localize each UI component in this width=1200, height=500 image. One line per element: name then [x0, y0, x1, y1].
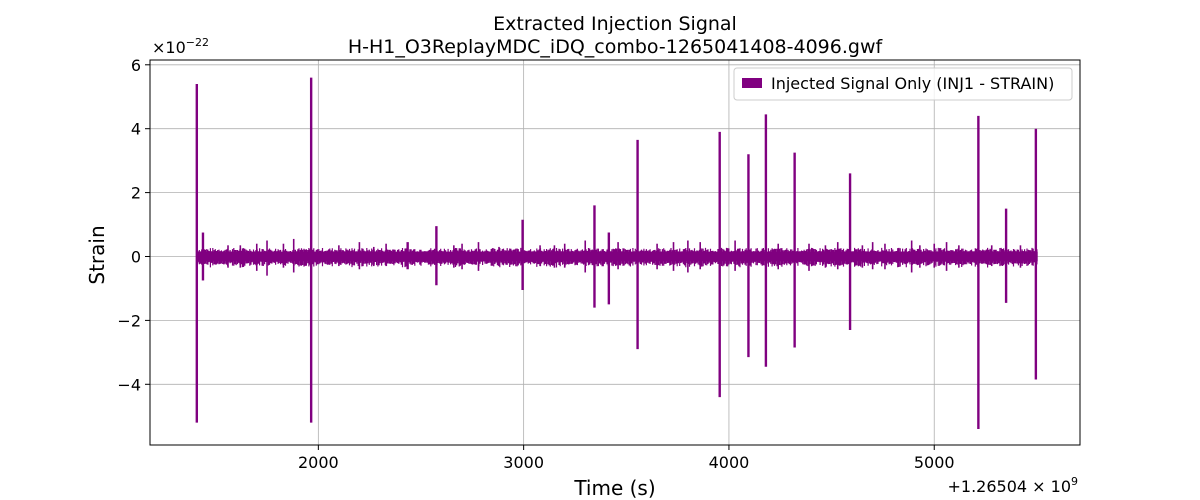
chart-title: Extracted Injection Signal [493, 13, 737, 35]
plot-frame [149, 59, 1081, 446]
y-tick-label: −2 [117, 311, 141, 330]
y-tick-label: 0 [131, 247, 141, 266]
legend: Injected Signal Only (INJ1 - STRAIN) [733, 67, 1073, 101]
legend-label: Injected Signal Only (INJ1 - STRAIN) [771, 74, 1054, 93]
x-tick-label: 3000 [503, 453, 544, 472]
chart-subtitle: H-H1_O3ReplayMDC_iDQ_combo-1265041408-40… [348, 36, 884, 58]
y-tick-label: 4 [131, 120, 141, 139]
x-offset-factor: +1.26504 × 109 [947, 475, 1078, 496]
x-tick-label: 2000 [298, 453, 339, 472]
y-scale-factor: ×10−22 [152, 36, 209, 57]
x-tick-label: 4000 [709, 453, 750, 472]
y-tick-label: 6 [131, 56, 141, 75]
y-tick-label: −4 [117, 375, 141, 394]
legend-swatch [742, 78, 762, 88]
y-axis-label: Strain [85, 225, 109, 284]
legend-frame [733, 67, 1073, 101]
x-axis-label: Time (s) [573, 476, 655, 500]
x-tick-label: 5000 [914, 453, 955, 472]
y-tick-label: 2 [131, 184, 141, 203]
